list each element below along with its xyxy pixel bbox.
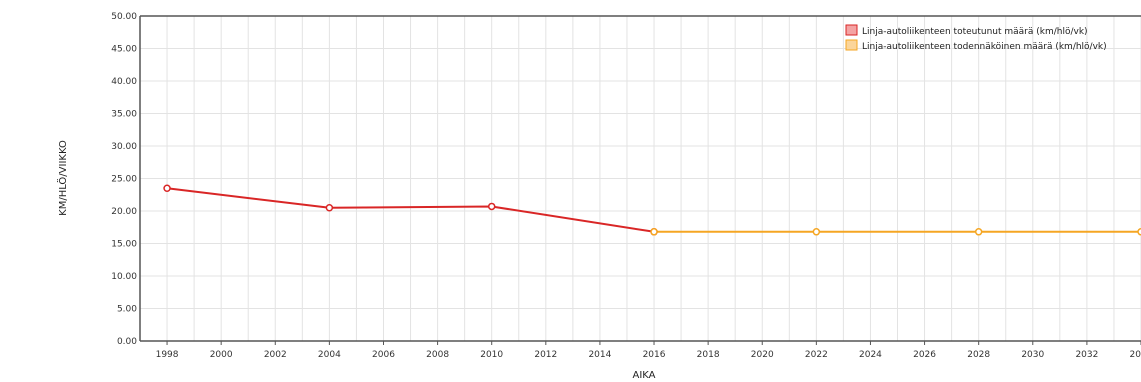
x-tick-label: 2024 (859, 350, 882, 360)
data-point[interactable] (1137, 228, 1141, 236)
axes: 0.00 5.00 10.00 15.00 20.00 25.00 30.00 35.00 40… (111, 12, 1141, 360)
legend-label: Linja-autoliikenteen toteutunut määrä (k… (862, 27, 1088, 37)
series (163, 184, 1141, 236)
y-tick-label: 25.00 (111, 175, 137, 185)
y-tick-label: 40.00 (111, 77, 137, 87)
x-tick-label: 2032 (1075, 350, 1098, 360)
data-point[interactable] (163, 184, 171, 192)
x-tick-label: 2004 (318, 350, 341, 360)
x-tick-label: 2002 (264, 350, 287, 360)
series-line-0 (166, 187, 655, 233)
legend-label: Linja-autoliikenteen todennäköinen määrä… (862, 42, 1107, 52)
data-point[interactable] (974, 228, 983, 236)
x-tick-label: 2006 (372, 350, 395, 360)
grid (139, 15, 1141, 342)
legend-swatch (845, 24, 858, 36)
x-tick-label: 2030 (1021, 350, 1044, 360)
y-tick-label: 10.00 (111, 272, 137, 282)
x-tick-label: 2022 (805, 350, 828, 360)
data-point[interactable] (487, 202, 496, 211)
x-tick-label: 2016 (643, 350, 666, 360)
x-tick-label: 2008 (426, 350, 449, 360)
data-point[interactable] (812, 228, 821, 236)
y-tick-label: 0.00 (117, 337, 137, 347)
y-tick-label: 5.00 (117, 305, 137, 315)
x-tick-label: 2014 (588, 350, 611, 360)
x-tick-label: 2028 (967, 350, 990, 360)
x-tick-label: 2020 (751, 350, 774, 360)
y-axis-title: KM/HLÖ/VIIKKO (56, 140, 69, 216)
y-tick-label: 45.00 (111, 45, 137, 55)
x-axis-title: AIKA (632, 370, 655, 381)
x-tick-label: 2000 (210, 350, 233, 360)
x-tick-label: 2012 (534, 350, 557, 360)
x-tick-label: 2026 (913, 350, 936, 360)
y-tick-label: 20.00 (111, 207, 137, 217)
x-tick-label: 2018 (697, 350, 720, 360)
x-tick-label: 2034 (1130, 350, 1141, 360)
y-tick-label: 50.00 (111, 12, 137, 22)
legend-swatch (845, 39, 858, 51)
y-tick-label: 15.00 (111, 240, 137, 250)
data-point[interactable] (650, 228, 658, 236)
y-tick-label: 30.00 (111, 142, 137, 152)
x-tick-label: 2010 (480, 350, 503, 360)
legend: Linja-autoliikenteen toteutunut määrä (k… (845, 24, 1107, 52)
x-tick-label: 1998 (156, 350, 179, 360)
y-tick-label: 35.00 (111, 110, 137, 120)
data-point[interactable] (325, 204, 334, 212)
